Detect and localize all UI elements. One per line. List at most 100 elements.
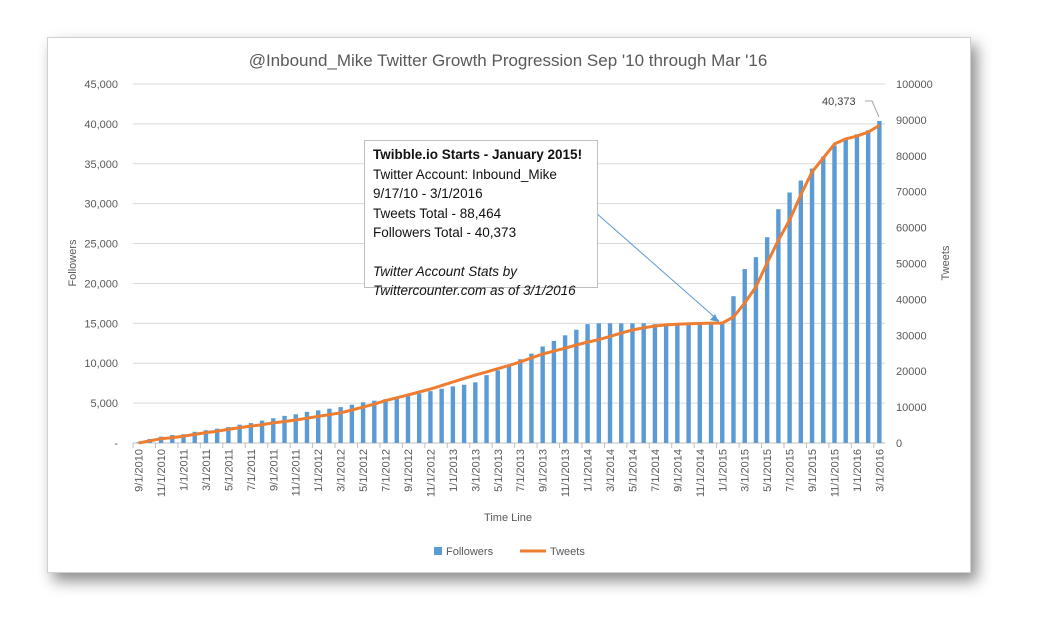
- y-tick-label: 35,000: [84, 159, 118, 171]
- y-tick-label: 30,000: [84, 199, 118, 211]
- x-tick-label: 3/1/2013: [470, 449, 482, 492]
- x-tick-label: 3/1/2012: [336, 449, 348, 492]
- followers-bar: [787, 192, 792, 443]
- y-axis-title: Followers: [67, 239, 79, 287]
- annotation-line: Twitter Account: Inbound_Mike: [373, 166, 557, 182]
- followers-bar: [248, 423, 254, 443]
- chart-title: @Inbound_Mike Twitter Growth Progression…: [249, 51, 768, 70]
- x-tick-label: 9/1/2010: [134, 449, 146, 492]
- x-tick-label: 9/1/2011: [268, 449, 280, 491]
- x-tick-label: 5/1/2015: [762, 449, 774, 492]
- tweets-line-group: [138, 124, 881, 445]
- followers-bar: [809, 168, 815, 443]
- followers-bar: [495, 370, 500, 443]
- followers-bar: [753, 257, 759, 443]
- annotation-line: Followers Total - 40,373: [373, 225, 517, 240]
- annotation-arrow: [594, 211, 720, 322]
- x-tick-label: 11/1/2011: [291, 449, 303, 496]
- x-tick-label: 7/1/2013: [515, 449, 527, 492]
- data-label-leader: [865, 100, 880, 118]
- x-tick-label: 3/1/2011: [201, 449, 213, 491]
- followers-bar: [697, 324, 703, 443]
- x-tick-label: 3/1/2016: [874, 449, 886, 492]
- x-tick-label: 9/1/2012: [403, 449, 415, 492]
- followers-bar: [214, 428, 220, 443]
- x-tick-label: 11/1/2014: [695, 449, 707, 497]
- followers-bar: [271, 418, 276, 443]
- x-tick-label: 5/1/2012: [358, 449, 370, 492]
- x-tick-label: 3/1/2015: [740, 449, 752, 492]
- followers-bar: [585, 324, 590, 443]
- x-tick-label: 5/1/2011: [223, 449, 235, 491]
- followers-bar: [832, 145, 837, 443]
- x-tick-label: 7/1/2014: [650, 449, 662, 492]
- x-tick-label: 7/1/2011: [246, 449, 258, 491]
- x-tick-label: 11/1/2015: [829, 449, 841, 497]
- followers-bar: [237, 424, 242, 443]
- followers-bar: [327, 408, 332, 443]
- annotation-source: Twitter Account Stats by: [373, 263, 518, 279]
- y2-tick-label: 20000: [896, 366, 927, 378]
- y-tick-label: 40,000: [84, 119, 118, 131]
- y-tick-label: 20,000: [84, 278, 118, 290]
- followers-bar: [428, 391, 433, 443]
- x-tick-label: 7/1/2012: [381, 449, 393, 492]
- followers-bar: [562, 335, 568, 443]
- followers-bar: [181, 434, 186, 443]
- followers-bar: [439, 388, 444, 443]
- followers-bar: [551, 340, 557, 443]
- y2-tick-label: 50000: [896, 259, 927, 271]
- followers-bar: [473, 382, 478, 443]
- followers-bar: [720, 324, 725, 443]
- y2-tick-label: 90000: [896, 115, 927, 127]
- followers-bar: [865, 130, 871, 443]
- y-tick-label: -: [114, 438, 118, 450]
- followers-bar: [484, 375, 489, 443]
- followers-bar: [372, 400, 377, 443]
- followers-bar: [315, 410, 321, 443]
- x-tick-label: 9/1/2014: [672, 449, 684, 492]
- data-label-last-followers: 40,373: [822, 96, 856, 108]
- x-axis-ticks: 9/1/2010 11/1/2010 1/1/2011 3/1/2011 5/1/201…: [132, 443, 886, 497]
- followers-bar: [596, 323, 601, 443]
- followers-bar: [641, 323, 646, 443]
- x-tick-label: 1/1/2012: [313, 449, 325, 492]
- x-tick-label: 11/1/2013: [560, 449, 572, 497]
- followers-bar: [360, 402, 366, 443]
- followers-bar: [282, 415, 287, 443]
- y2-axis-title: Tweets: [940, 245, 952, 280]
- followers-bar: [764, 237, 770, 443]
- annotation-box: Twibble.io Starts - January 2015! Twitte…: [364, 140, 598, 298]
- y2-tick-label: 0: [896, 438, 902, 450]
- followers-bar: [529, 353, 534, 443]
- x-tick-label: 1/1/2013: [448, 449, 460, 492]
- followers-bar: [259, 420, 265, 443]
- chart-frame: [47, 37, 971, 573]
- x-tick-label: 1/1/2014: [583, 449, 595, 492]
- annotation-source: Twittercounter.com as of 3/1/2016: [373, 283, 576, 298]
- followers-bar: [821, 156, 826, 443]
- y-tick-label: 45,000: [84, 79, 118, 91]
- annotation-arrowhead: [710, 314, 719, 322]
- y-tick-label: 10,000: [84, 358, 118, 370]
- right-axis-ticks: 0 10000 20000 30000 40000 50000 60000 70000 8000…: [896, 79, 933, 450]
- y2-tick-label: 40000: [896, 294, 927, 306]
- followers-bar: [652, 324, 658, 443]
- followers-bar: [742, 269, 747, 443]
- followers-bar: [877, 120, 882, 443]
- legend-followers-label: Followers: [446, 546, 494, 558]
- followers-bar: [226, 427, 231, 443]
- followers-bars: [136, 120, 882, 443]
- x-tick-label: 3/1/2014: [605, 449, 617, 492]
- followers-bar: [338, 407, 343, 443]
- followers-bar: [607, 323, 613, 443]
- x-tick-label: 5/1/2013: [493, 449, 505, 492]
- followers-bar: [450, 386, 456, 443]
- left-axis-ticks: - 5,000 10,000 15,000 20,000 25,000 30,000 35,0…: [84, 79, 118, 450]
- followers-bar: [461, 384, 467, 443]
- followers-bar: [776, 209, 781, 443]
- followers-bar: [518, 359, 523, 443]
- followers-bar: [394, 397, 399, 443]
- legend-followers-swatch: [434, 547, 442, 555]
